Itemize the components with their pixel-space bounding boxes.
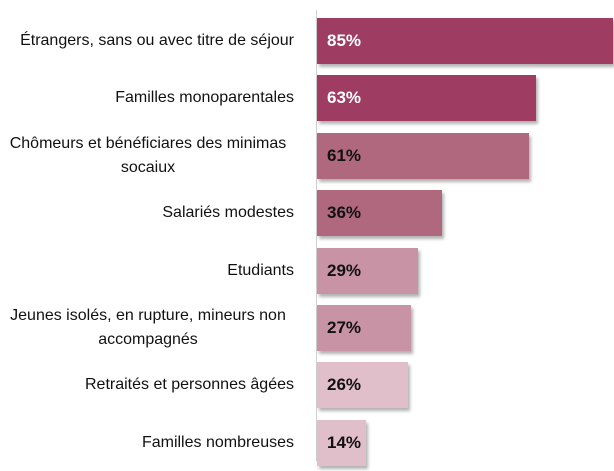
category-label: Salariés modestes (162, 185, 294, 241)
bar: 36% (317, 190, 443, 237)
category-label: Etudiants (227, 243, 294, 299)
bar: 61% (317, 132, 530, 179)
category-text: Familles monoparentales (115, 89, 294, 107)
category-label: Retraités et personnes âgées (85, 357, 294, 413)
category-label: Familles monoparentales (115, 70, 294, 126)
category-label: Étrangers, sans ou avec titre de séjour (20, 13, 294, 69)
bar: 29% (317, 247, 418, 294)
value-label: 85% (327, 31, 362, 50)
value-label: 14% (327, 432, 362, 452)
value-label: 29% (327, 260, 362, 280)
category-text: Familles nombreuses (141, 433, 294, 451)
value-label: 61% (327, 145, 362, 165)
category-label: Jeunes isolés, en rupture, mineurs non a… (2, 300, 294, 356)
value-label: 36% (327, 203, 362, 223)
category-label: Chômeurs et bénéficiares des minimas soc… (2, 128, 294, 184)
category-text: Jeunes isolés, en rupture, mineurs non a… (10, 307, 286, 348)
bar: 27% (317, 305, 412, 351)
category-text: Salariés modestes (162, 204, 294, 222)
bar: 63% (317, 75, 537, 122)
value-label: 63% (327, 88, 362, 108)
category-text: Etudiants (227, 261, 294, 279)
value-label: 26% (327, 375, 362, 395)
category-text: Retraités et personnes âgées (84, 376, 294, 394)
bar: 14% (317, 419, 366, 466)
chart: Étrangers, sans ou avec titre de séjour 8… (2, 10, 613, 466)
bar: 26% (317, 362, 408, 409)
bar: 85% (317, 18, 613, 64)
category-axis (316, 10, 317, 461)
category-text: Chômeurs et bénéficiares des minimas soc… (9, 134, 287, 176)
value-label: 27% (327, 318, 362, 337)
category-label: Familles nombreuses (142, 415, 294, 471)
category-text: Étrangers, sans ou avec titre de séjour (20, 32, 294, 49)
